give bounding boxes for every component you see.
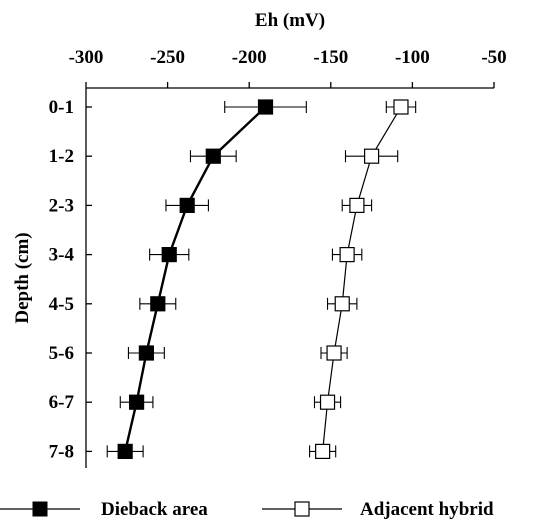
data-point <box>205 148 221 164</box>
data-point <box>339 247 355 263</box>
x-axis-title: Eh (mV) <box>255 10 325 31</box>
y-axis-title: Depth (cm) <box>12 232 33 323</box>
legend-marker-dieback <box>32 501 48 517</box>
y-axis: 0-1 1-2 2-3 3-4 4-5 5-6 6-7 7-8 <box>49 88 92 468</box>
data-point <box>326 345 342 361</box>
data-point <box>138 345 154 361</box>
legend: Dieback area Adjacent hybrid <box>0 499 494 520</box>
x-axis: -300 -250 -200 -150 -100 -50 <box>69 47 507 89</box>
series-adjacent <box>309 99 417 459</box>
y-tick-label: 0-1 <box>49 97 74 118</box>
series-layer <box>106 99 417 459</box>
y-tick-label: 4-5 <box>49 294 74 315</box>
y-tick-label: 2-3 <box>49 195 74 216</box>
legend-item-dieback: Dieback area <box>0 499 208 520</box>
y-tick-label: 6-7 <box>49 392 75 413</box>
data-point <box>334 296 350 312</box>
legend-label-adjacent: Adjacent hybrid <box>360 499 494 520</box>
y-tick-label: 3-4 <box>49 245 75 266</box>
data-point <box>349 197 365 213</box>
data-point <box>257 99 274 115</box>
y-tick-label: 7-8 <box>49 441 74 462</box>
data-point <box>117 443 133 459</box>
data-point <box>179 197 195 213</box>
x-tick-label: -200 <box>232 47 267 68</box>
legend-marker-adjacent <box>294 501 310 517</box>
series-line <box>123 106 267 452</box>
y-tick-label: 5-6 <box>49 343 74 364</box>
x-tick-label: -50 <box>481 47 506 68</box>
x-tick-label: -250 <box>150 47 185 68</box>
data-point <box>319 394 336 410</box>
series-dieback <box>106 99 307 459</box>
data-point <box>150 296 166 312</box>
x-tick-label: -100 <box>395 47 430 68</box>
legend-label-dieback: Dieback area <box>101 499 208 520</box>
data-point <box>315 443 331 459</box>
data-point <box>161 247 177 263</box>
data-point <box>128 394 145 410</box>
data-point <box>364 148 380 164</box>
data-point <box>393 99 409 115</box>
y-tick-label: 1-2 <box>49 146 74 167</box>
series-line <box>322 106 402 452</box>
legend-item-adjacent: Adjacent hybrid <box>262 499 494 520</box>
x-tick-label: -300 <box>69 47 104 68</box>
x-tick-label: -150 <box>313 47 348 68</box>
